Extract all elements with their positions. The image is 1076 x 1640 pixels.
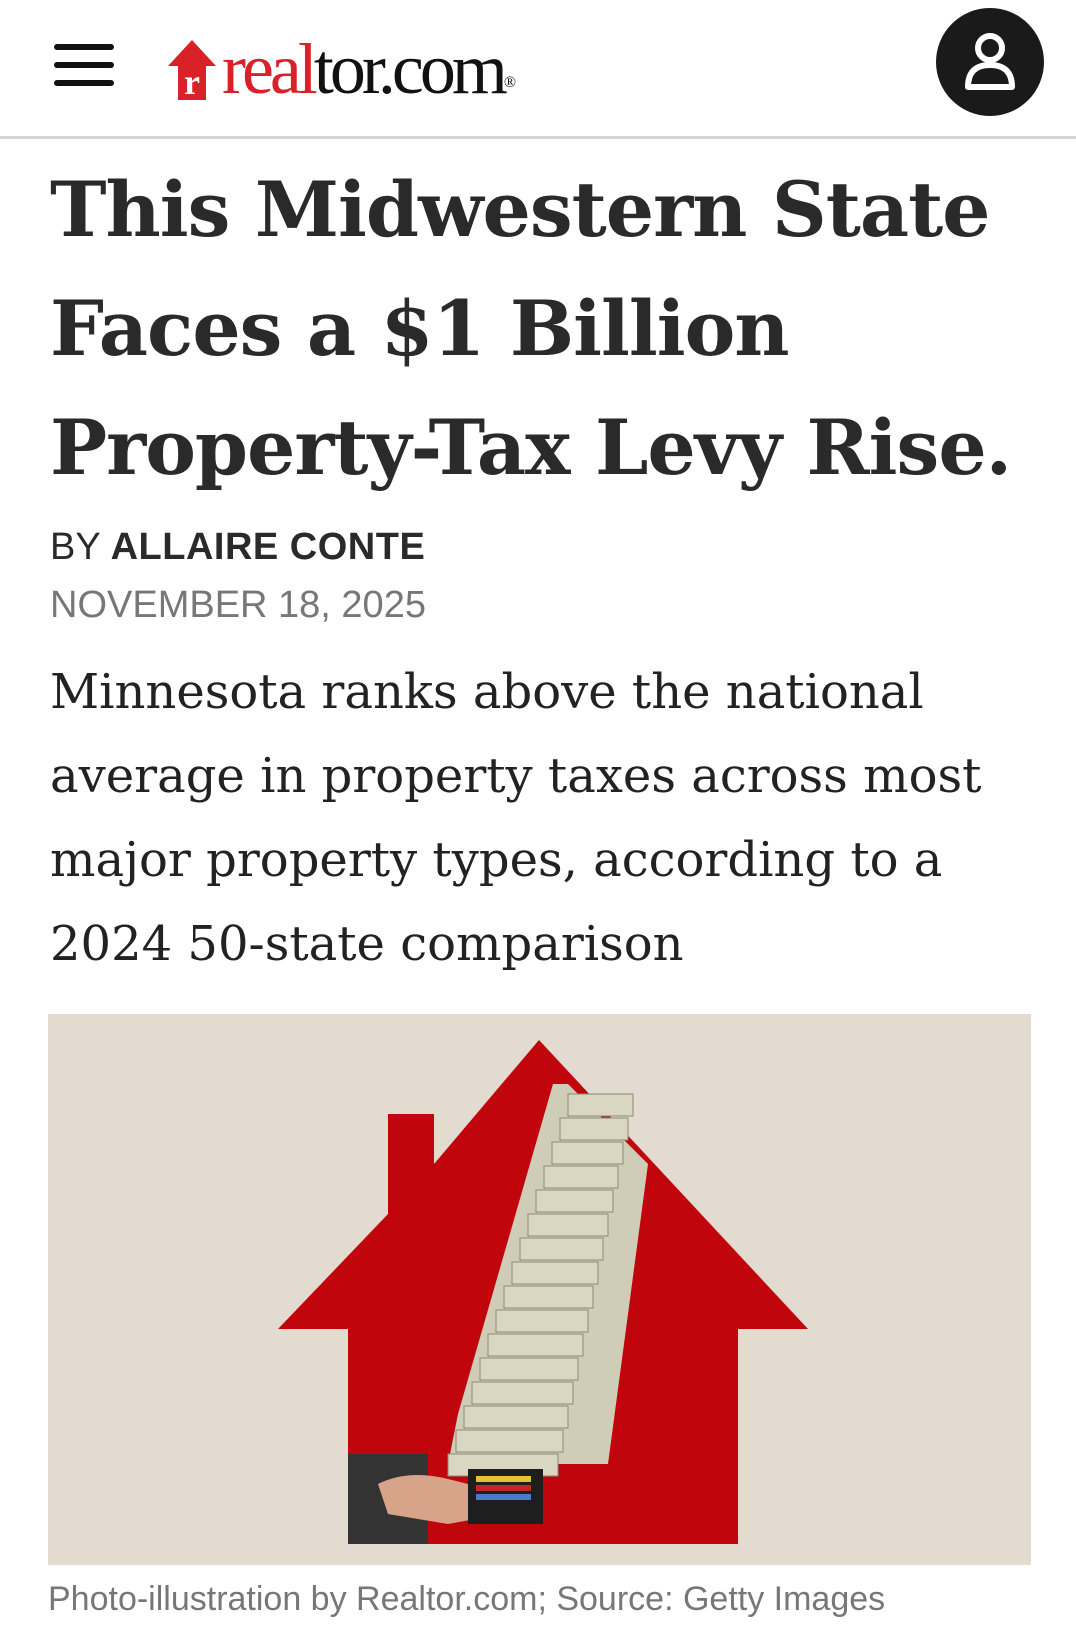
logo-registered: ® bbox=[503, 74, 517, 91]
svg-text:r: r bbox=[184, 62, 200, 100]
logo-house-icon: r bbox=[168, 40, 216, 100]
publish-date: NOVEMBER 18, 2025 bbox=[50, 584, 426, 626]
account-button[interactable] bbox=[936, 8, 1044, 116]
dollar-bill bbox=[551, 1141, 624, 1165]
dollar-bill bbox=[471, 1381, 574, 1405]
dollar-bill bbox=[495, 1309, 589, 1333]
site-header: r realtor.com® bbox=[0, 0, 1076, 139]
author-link[interactable]: ALLAIRE CONTE bbox=[110, 526, 426, 568]
hamburger-icon-bar bbox=[54, 62, 114, 68]
dollar-bill bbox=[487, 1333, 584, 1357]
dollar-bill bbox=[543, 1165, 619, 1189]
dollar-bill bbox=[503, 1285, 594, 1309]
menu-button[interactable] bbox=[54, 44, 114, 86]
article-title: This Midwestern State Faces a $1 Billion… bbox=[50, 165, 1012, 492]
dollar-bill bbox=[519, 1237, 604, 1261]
article-summary: Minnesota ranks above the national avera… bbox=[50, 664, 982, 972]
realtor-logo[interactable]: r realtor.com® bbox=[168, 24, 516, 114]
hero-image bbox=[48, 1014, 1031, 1565]
house-money-illustration bbox=[278, 1040, 808, 1544]
hamburger-icon-bar bbox=[54, 80, 114, 86]
dollar-bill bbox=[527, 1213, 609, 1237]
byline: BY ALLAIRE CONTE bbox=[50, 526, 425, 569]
dollar-bill bbox=[511, 1261, 599, 1285]
logo-tor: tor.com bbox=[313, 29, 508, 109]
dollar-bill bbox=[455, 1429, 564, 1453]
dollar-bill bbox=[463, 1405, 569, 1429]
byline-prefix: BY bbox=[50, 526, 101, 568]
image-caption: Photo-illustration by Realtor.com; Sourc… bbox=[48, 1580, 886, 1618]
dollar-bill bbox=[559, 1117, 629, 1141]
user-icon bbox=[965, 33, 1015, 90]
dollar-bill bbox=[479, 1357, 579, 1381]
logo-real: real bbox=[222, 29, 318, 109]
dollar-bill bbox=[567, 1093, 634, 1117]
hamburger-icon-bar bbox=[54, 44, 114, 50]
logo-wordmark: realtor.com® bbox=[222, 24, 516, 114]
dollar-bill bbox=[535, 1189, 614, 1213]
